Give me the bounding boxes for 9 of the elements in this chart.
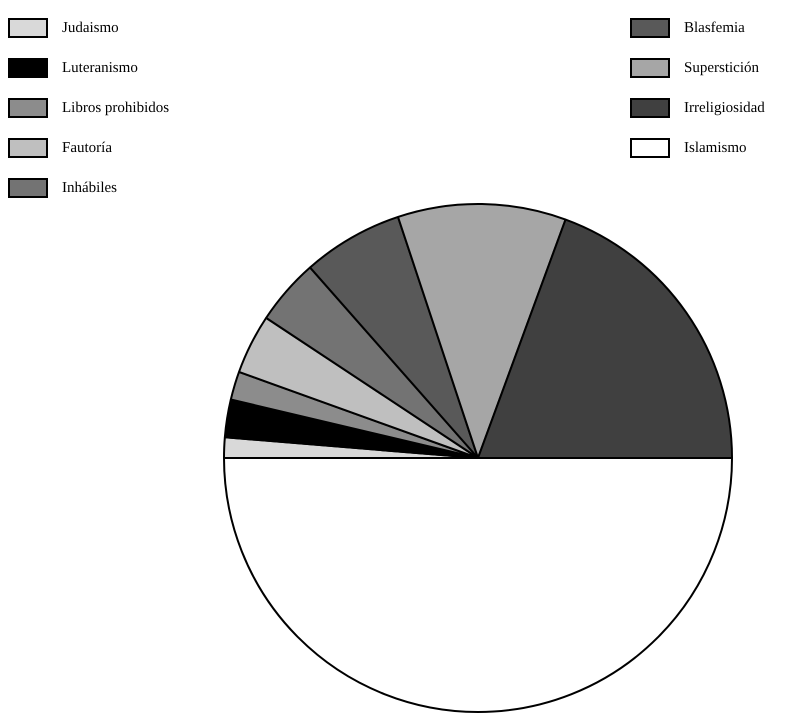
legend-label: Irreligiosidad bbox=[684, 100, 765, 116]
legend-label: Inhábiles bbox=[62, 180, 117, 196]
legend-label: Islamismo bbox=[684, 140, 746, 156]
legend-label: Judaismo bbox=[62, 20, 119, 36]
legend-label: Fautoría bbox=[62, 140, 112, 156]
legend-label: Luteranismo bbox=[62, 60, 138, 76]
legend-label: Libros prohibidos bbox=[62, 100, 170, 116]
legend-label: Blasfemia bbox=[684, 20, 745, 36]
legend-label: Superstición bbox=[684, 60, 759, 76]
